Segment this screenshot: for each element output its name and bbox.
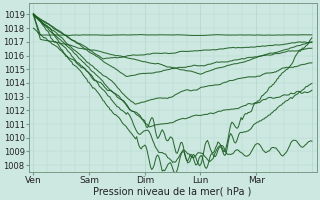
- X-axis label: Pression niveau de la mer( hPa ): Pression niveau de la mer( hPa ): [93, 187, 252, 197]
